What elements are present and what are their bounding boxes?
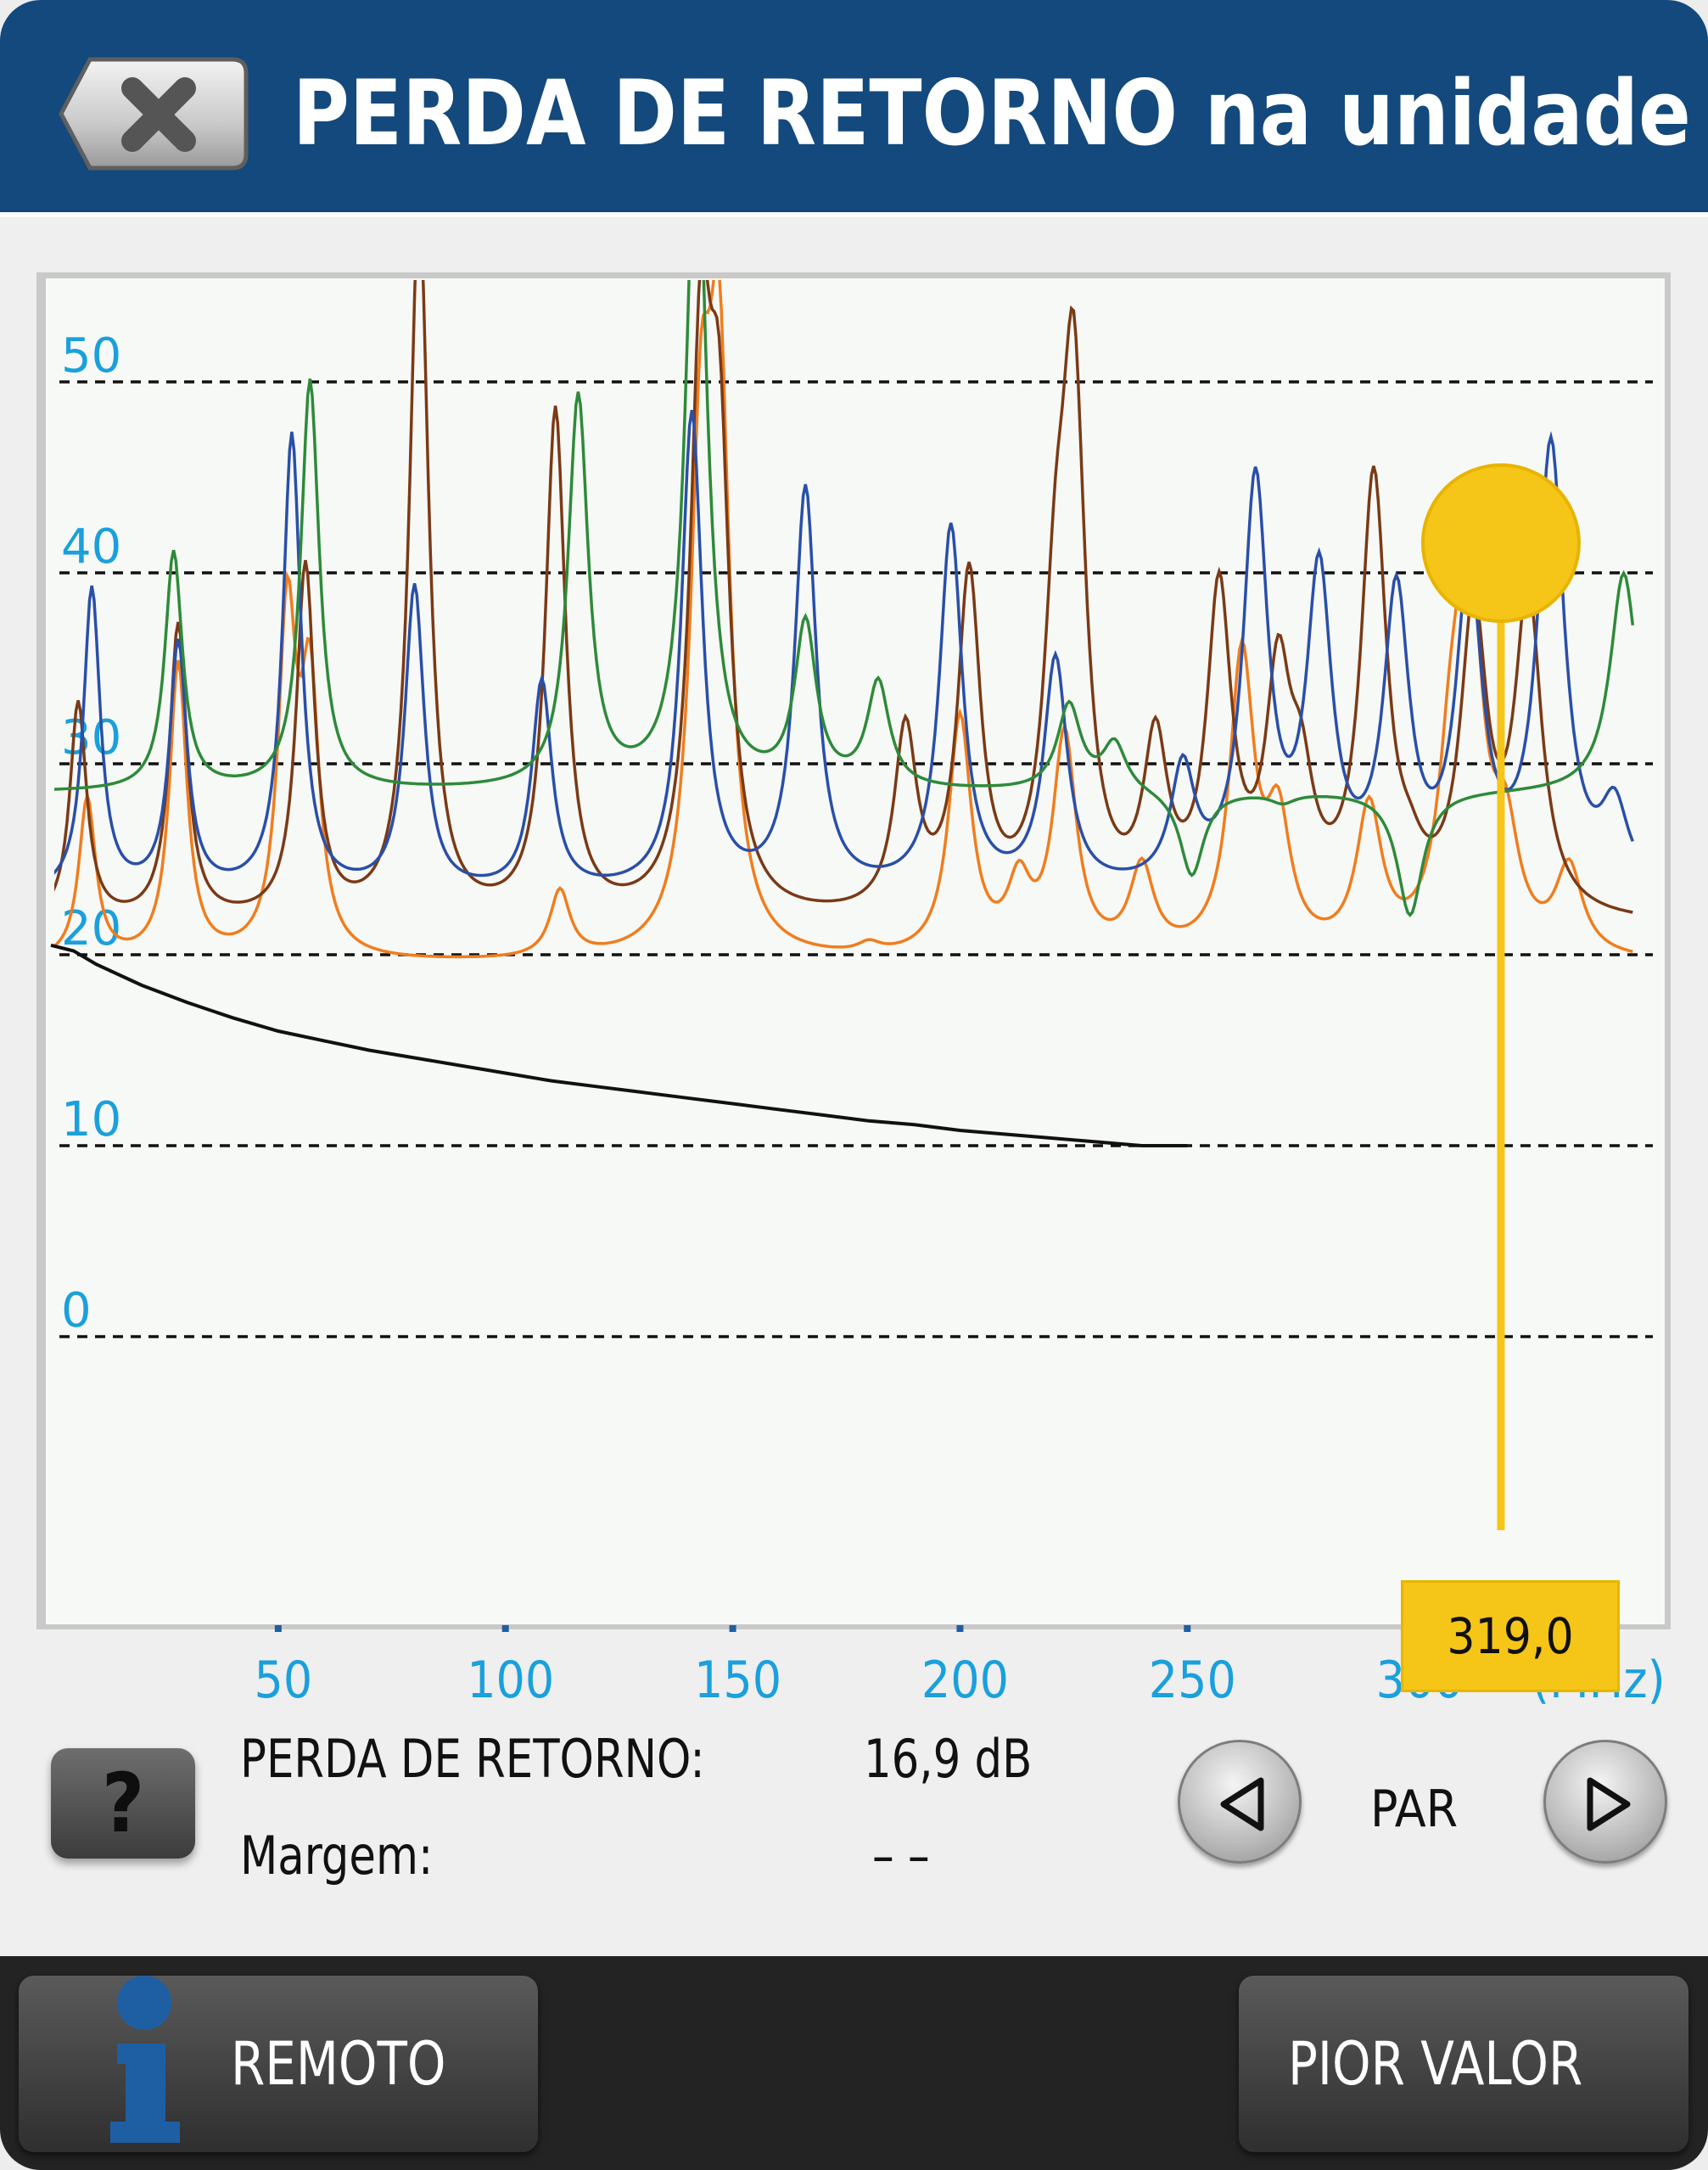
x-tick-label: 50: [254, 1651, 313, 1710]
y-tick-label: 10: [61, 1092, 121, 1147]
cursor-handle[interactable]: [1420, 463, 1581, 623]
close-button[interactable]: [58, 56, 249, 171]
x-tick-mark: [956, 1625, 964, 1642]
y-tick-label: 50: [61, 328, 121, 384]
margin-value: – –: [872, 1825, 930, 1887]
plot-area: [46, 278, 1665, 1624]
series-line-3: [54, 410, 1634, 878]
y-tick-label: 0: [61, 1283, 92, 1338]
remote-label: REMOTO: [231, 2029, 446, 2099]
triangle-right-icon: [1587, 1777, 1631, 1831]
next-pair-button[interactable]: [1543, 1740, 1667, 1864]
triangle-left-icon: [1220, 1777, 1264, 1831]
help-button[interactable]: ?: [51, 1748, 195, 1859]
pair-label: PAR: [1370, 1780, 1459, 1839]
return-loss-value: 16,9 dB: [864, 1728, 1033, 1790]
worst-value-label: PIOR VALOR: [1288, 2029, 1583, 2099]
page-title: PERDA DE RETORNO na unidade principal: [293, 61, 1708, 165]
info-icon: [110, 1976, 180, 2143]
series-line-4: [54, 280, 1635, 917]
header-divider: [0, 212, 1708, 217]
x-tick-mark: [1184, 1625, 1191, 1642]
x-tick-label: 100: [467, 1651, 555, 1710]
y-tick-label: 30: [61, 710, 121, 765]
x-tick-mark: [501, 1625, 509, 1642]
remote-button[interactable]: REMOTO: [19, 1976, 538, 2152]
series-line-2: [54, 280, 1633, 914]
x-tick-mark: [729, 1625, 736, 1642]
close-x-icon: [121, 77, 196, 152]
limit-line: [50, 943, 1188, 1147]
y-tick-label: 40: [61, 519, 121, 575]
return-loss-label: PERDA DE RETORNO:: [240, 1728, 705, 1790]
x-tick-label: 200: [921, 1651, 1009, 1710]
cursor-value-label: 319,0: [1401, 1580, 1620, 1692]
margin-label: Margem:: [240, 1825, 434, 1887]
worst-value-button[interactable]: PIOR VALOR: [1239, 1976, 1688, 2152]
x-tick-label: 150: [694, 1651, 782, 1710]
previous-pair-button[interactable]: [1178, 1740, 1302, 1864]
title-bar: PERDA DE RETORNO na unidade principal: [0, 0, 1708, 212]
x-tick-label: 250: [1148, 1651, 1236, 1710]
x-tick-mark: [274, 1625, 282, 1642]
